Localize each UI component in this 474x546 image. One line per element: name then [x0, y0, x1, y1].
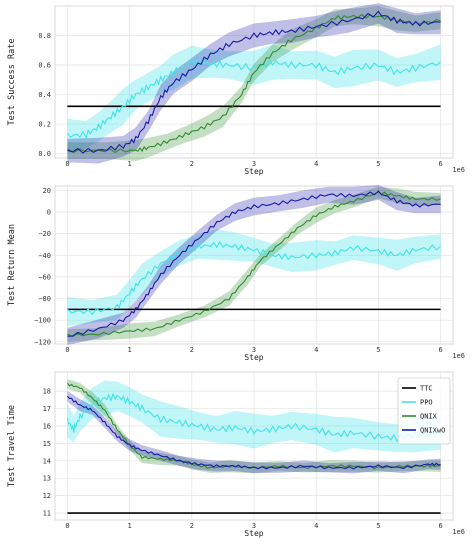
y-axis-label: Test Travel Time — [7, 405, 17, 487]
chart-panel-0: 0 1 2 3 4 5 6 0.0 0.2 0.4 0.6 0.8 Step 1e6 Test Succes… — [7, 3, 465, 176]
series-band-QNIXwO — [67, 390, 441, 474]
y-tick-label: −120 — [34, 338, 51, 346]
y-tick-label: 0.4 — [38, 91, 51, 99]
y-tick-label: −100 — [34, 317, 51, 325]
y-tick-label: 0.0 — [38, 150, 51, 158]
legend-entry: PPO — [420, 399, 433, 407]
x-tick-label: 1 — [128, 346, 132, 354]
x-tick-label: 1 — [128, 522, 132, 530]
legend-entry: QNIXwO — [420, 427, 445, 435]
series-band-PPO — [67, 229, 441, 327]
y-tick-label: 20 — [43, 187, 51, 195]
x-tick-label: 3 — [252, 160, 256, 168]
legend-box — [397, 377, 451, 445]
x-scale-label: 1e6 — [452, 528, 465, 536]
y-tick-label: 11 — [43, 510, 51, 518]
x-tick-label: 5 — [376, 522, 380, 530]
y-tick-label: −60 — [38, 273, 51, 281]
x-scale-label: 1e6 — [452, 352, 465, 360]
y-tick-label: 0.6 — [38, 62, 51, 70]
x-tick-label: 0 — [65, 522, 69, 530]
x-tick-label: 2 — [190, 522, 194, 530]
x-axis-label: Step — [244, 167, 263, 176]
y-tick-label: 16 — [43, 422, 51, 430]
series-band-PPO — [67, 44, 441, 153]
y-tick-label: 15 — [43, 440, 51, 448]
x-tick-label: 5 — [376, 160, 380, 168]
x-tick-label: 0 — [65, 160, 69, 168]
x-tick-label: 3 — [252, 522, 256, 530]
series-band-PPO — [67, 380, 441, 453]
legend: TTC PPO QNIX QNIXwO — [397, 377, 451, 445]
y-tick-label: 18 — [43, 388, 51, 396]
series-band-QNIX — [67, 186, 441, 342]
y-tick-label: 12 — [43, 492, 51, 500]
y-tick-label: 14 — [43, 457, 51, 465]
x-axis-label: Step — [244, 529, 263, 538]
legend-entry: TTC — [420, 385, 433, 393]
chart-panel-1: 0 1 2 3 4 5 6 20 0 −20 −40 −60 −80 −100 −120 Step 1e6 Tes… — [7, 185, 465, 362]
x-tick-label: 0 — [65, 346, 69, 354]
x-tick-label: 4 — [314, 160, 318, 168]
series-line-PPO — [66, 58, 441, 140]
y-tick-label: 0.2 — [38, 121, 51, 129]
x-tick-label: 6 — [438, 160, 442, 168]
y-tick-label: 0.8 — [38, 32, 51, 40]
x-tick-label: 6 — [438, 346, 442, 354]
y-tick-label: 13 — [43, 475, 51, 483]
series-line-QNIX — [67, 13, 441, 154]
y-axis-label: Test Return Mean — [7, 224, 17, 306]
x-tick-label: 6 — [438, 522, 442, 530]
series-line-QNIXwO — [67, 395, 441, 470]
y-tick-label: 0 — [47, 208, 51, 216]
x-tick-label: 1 — [128, 160, 132, 168]
series-line-QNIXwO — [67, 10, 441, 154]
series-band-QNIX — [67, 379, 441, 474]
x-tick-label: 5 — [376, 346, 380, 354]
x-scale-label: 1e6 — [452, 166, 465, 174]
x-tick-label: 2 — [190, 346, 194, 354]
series-line-PPO — [66, 392, 441, 443]
x-tick-label: 4 — [314, 522, 318, 530]
y-tick-label: 17 — [43, 405, 51, 413]
x-tick-label: 4 — [314, 346, 318, 354]
x-axis-label: Step — [244, 353, 263, 362]
y-axis-label: Test Success Rate — [7, 39, 17, 126]
x-tick-label: 3 — [252, 346, 256, 354]
legend-entry: QNIX — [420, 413, 438, 421]
y-tick-label: −20 — [38, 230, 51, 238]
series-band-QNIXwO — [67, 3, 441, 164]
y-tick-label: −40 — [38, 252, 51, 260]
series-band-QNIXwO — [67, 185, 441, 346]
y-tick-label: −80 — [38, 295, 51, 303]
x-tick-label: 2 — [190, 160, 194, 168]
series-line-QNIXwO — [67, 190, 441, 337]
series-line-PPO — [67, 241, 441, 316]
